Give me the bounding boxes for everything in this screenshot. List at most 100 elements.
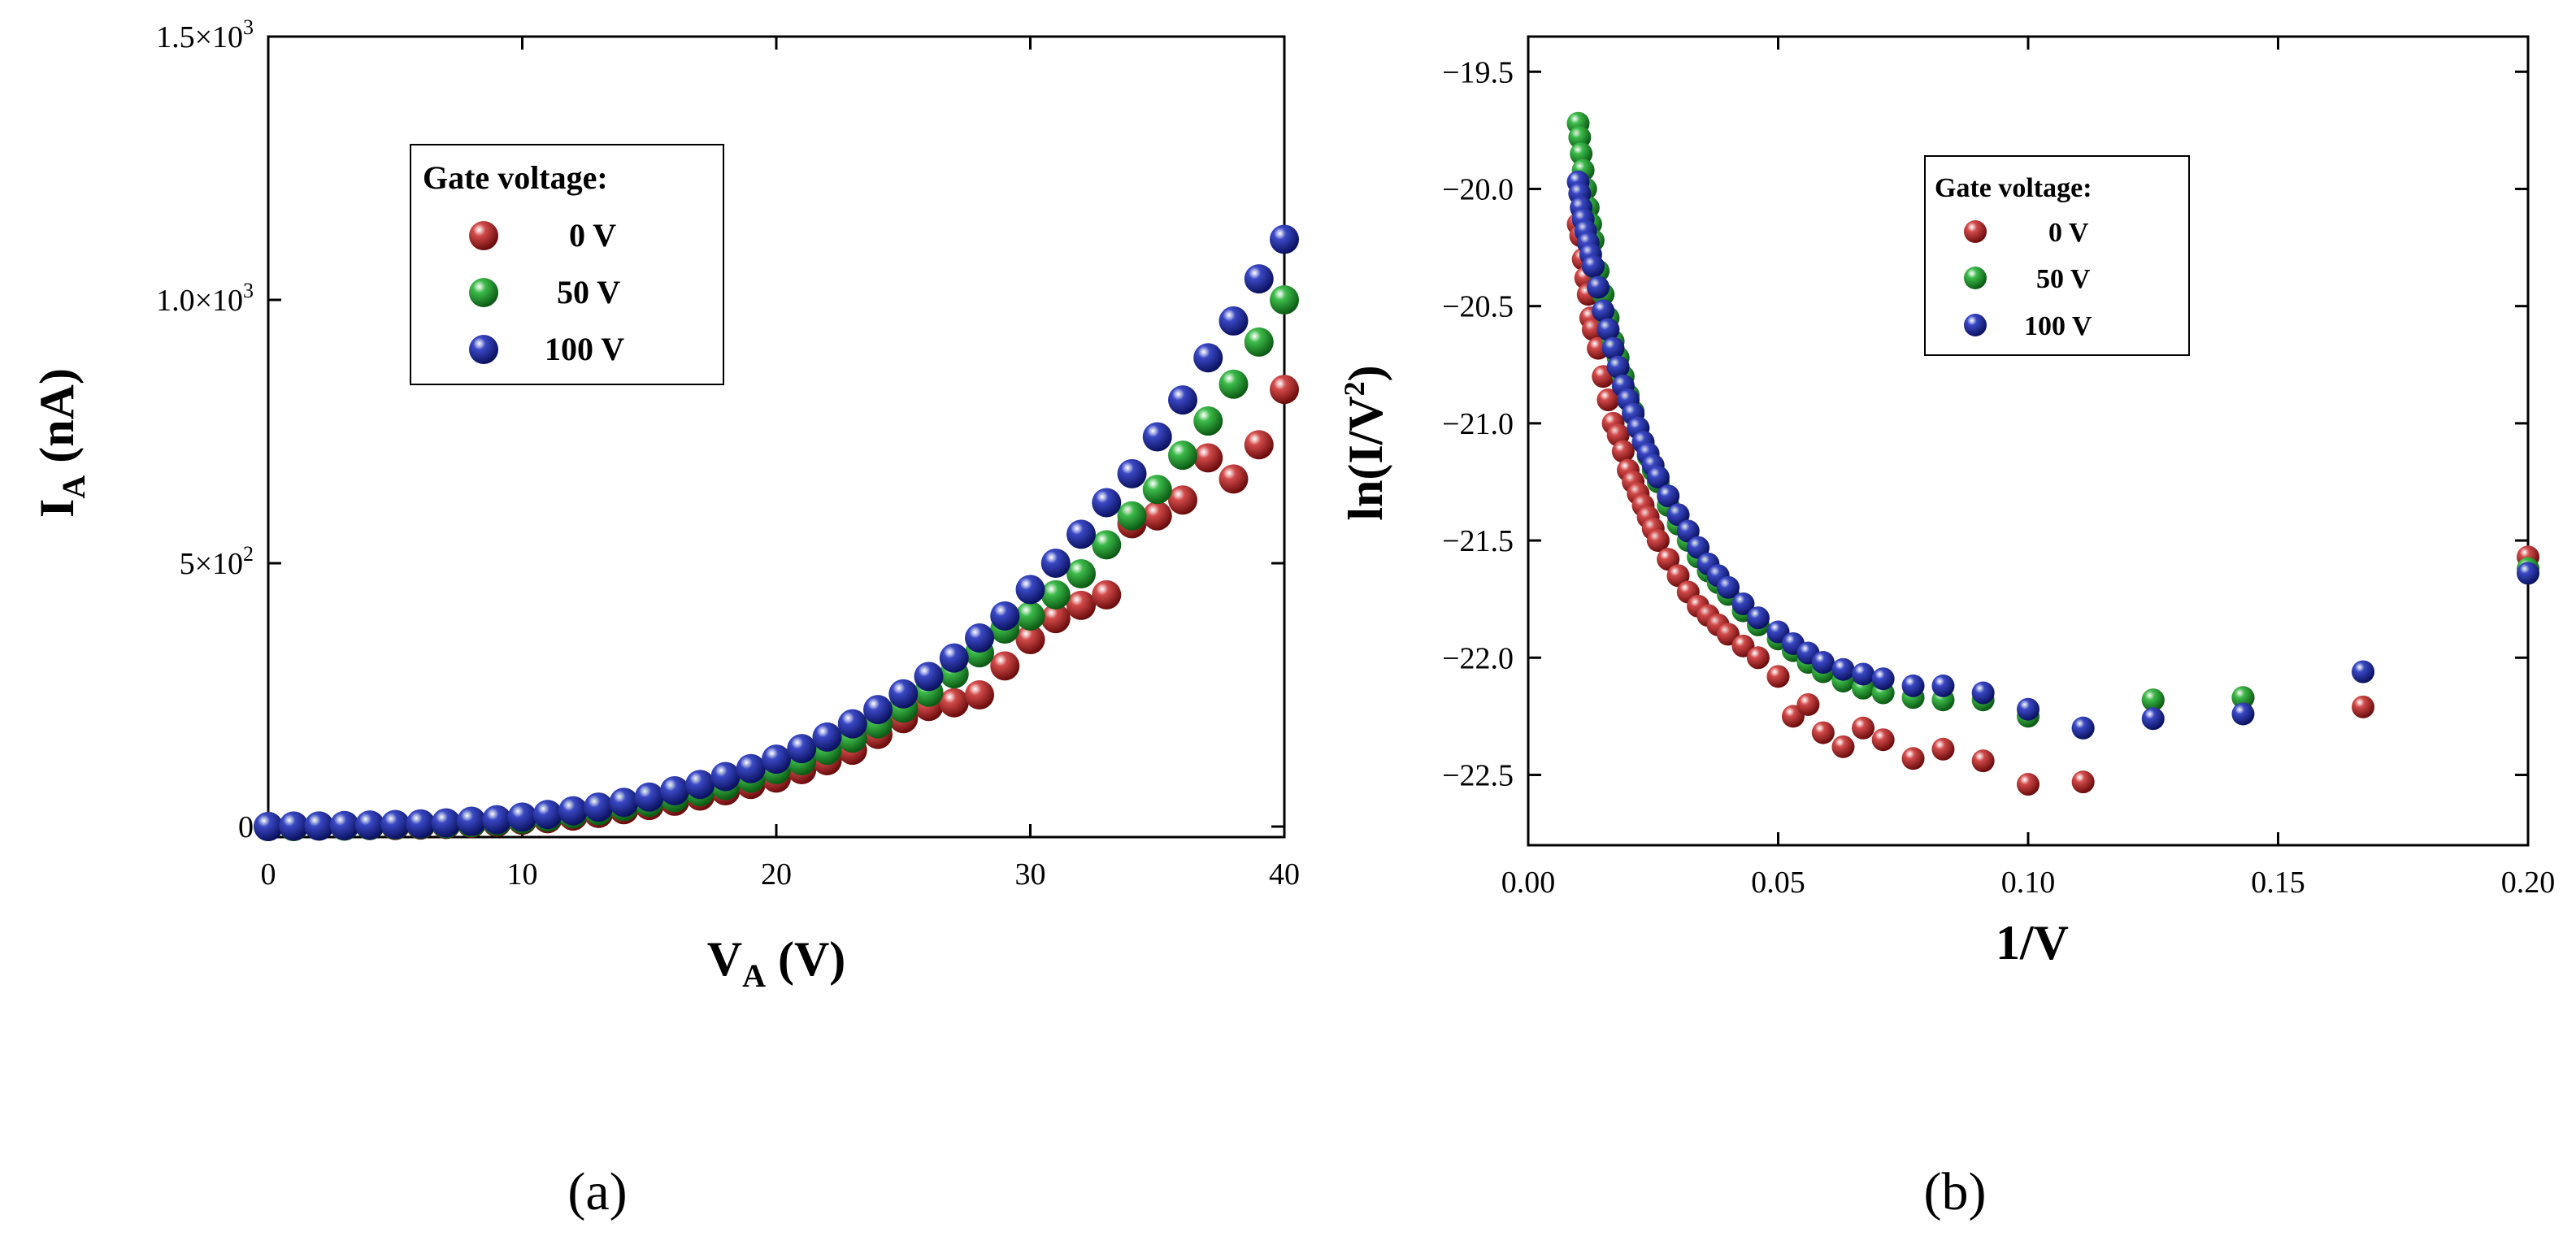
panel-b-ylabel: ln(I/V2): [1338, 365, 1392, 520]
panel-a-legend-marker-50v: [469, 278, 498, 307]
panel-b-y-tick-label: −19.5: [1442, 55, 1514, 89]
panel-b-point-0v: [2017, 773, 2040, 796]
panel-a-point-100v: [304, 811, 334, 841]
panel-b-point-100v: [1587, 276, 1610, 299]
panel-b-point-0v: [2071, 770, 2095, 794]
panel-a-point-100v: [1117, 458, 1147, 488]
panel-b-point-100v: [2231, 702, 2255, 726]
panel-a-points: [254, 224, 1299, 842]
panel-a-point-100v: [965, 623, 994, 653]
panel-a-point-100v: [507, 802, 537, 832]
panel-b-y-tick-label: −22.5: [1442, 758, 1514, 792]
panel-a-legend-title: Gate voltage:: [423, 159, 608, 196]
panel-b-point-100v: [1606, 355, 1630, 379]
panel-b-point-100v: [1931, 674, 1955, 697]
panel-b-y-tick-label: −21.0: [1442, 407, 1514, 441]
panel-a-y-tick-label: 0: [238, 810, 254, 844]
panel-b-point-0v: [1811, 721, 1835, 744]
panel-a-point-50v: [1066, 558, 1096, 588]
panel-a-legend-marker-0v: [469, 221, 498, 250]
panel-a-point-100v: [558, 796, 588, 826]
panel-a-point-100v: [736, 753, 766, 783]
panel-b-point-0v: [1646, 529, 1670, 553]
panel-a-point-50v: [1117, 501, 1147, 531]
panel-a-point-0v: [1193, 443, 1223, 473]
panel-b-point-0v: [1657, 548, 1680, 571]
panel-a-x-tick-label: 10: [507, 857, 538, 892]
panel-b-y-tick-label: −21.5: [1442, 524, 1514, 558]
panel-a-x-tick-label: 30: [1015, 857, 1046, 892]
panel-a-point-0v: [1168, 485, 1197, 515]
panel-b-point-0v: [1871, 728, 1895, 752]
panel-b-point-100v: [1646, 466, 1670, 489]
panel-b-y-tick-label: −20.5: [1442, 290, 1514, 324]
panel-b-point-100v: [1971, 681, 1995, 705]
panel-a-x-tick-label: 40: [1269, 857, 1300, 892]
panel-b-legend-box: [1924, 155, 2190, 356]
panel-b-x-tick-label: 0.20: [2501, 866, 2556, 900]
panel-a-point-100v: [863, 695, 893, 725]
panel-b-point-0v: [2352, 695, 2375, 718]
panel-b-point-0v: [1931, 737, 1955, 761]
panel-b-point-100v: [1871, 667, 1895, 691]
panel-b-legend-title: Gate voltage:: [1935, 173, 2092, 203]
panel-a-x-tick-label: 20: [761, 857, 792, 892]
panel-a-point-100v: [1015, 575, 1045, 605]
panel-b-point-50v: [2231, 686, 2255, 709]
panel-b-legend-label-100v: 100 V: [2024, 311, 2092, 341]
panel-a-point-0v: [1270, 375, 1299, 405]
panel-a-point-50v: [1218, 369, 1249, 399]
panel-a-point-100v: [1066, 519, 1096, 549]
panel-b-point-100v: [1676, 519, 1700, 543]
panel-a-point-100v: [1040, 549, 1071, 579]
panel-b-legend-marker-50v: [1964, 267, 1987, 289]
panel-a-point-100v: [329, 810, 359, 840]
panel-b-point-100v: [1731, 592, 1755, 615]
panel-a-point-100v: [380, 809, 411, 840]
panel-b-point-100v: [1746, 606, 1770, 630]
panel-a-legend-box: [410, 144, 724, 385]
panel-a-point-50v: [1270, 285, 1299, 315]
panel-a-point-100v: [888, 679, 919, 709]
panel-a-point-100v: [710, 762, 741, 792]
panel-a-point-100v: [634, 782, 664, 812]
panel-a-point-100v: [254, 812, 283, 842]
panel-a-point-100v: [1092, 488, 1122, 518]
panel-a-xlabel: VA (V): [707, 932, 846, 994]
panel-b-legend-marker-0v: [1964, 220, 1987, 243]
panel-a-point-100v: [762, 744, 791, 775]
panel-b-point-100v: [1596, 318, 1620, 341]
panel-a-point-0v: [990, 651, 1020, 681]
panel-b-x-tick-label: 0.05: [1751, 866, 1805, 900]
panel-a-point-100v: [837, 709, 867, 739]
panel-a-point-100v: [482, 805, 512, 835]
panel-a-point-100v: [279, 811, 309, 841]
panel-b-xlabel: 1/V: [1996, 916, 2069, 970]
panel-a-point-100v: [914, 662, 944, 692]
panel-a-point-100v: [355, 810, 384, 840]
panel-a-legend-label-100v: 100 V: [545, 331, 624, 367]
panel-b-ticks: 0.00 0.05 0.10 0.15 0.20 −19.5 −20.0 −20.5 −21.0…: [1442, 37, 2555, 900]
panel-b-point-100v: [2017, 697, 2040, 721]
panel-b-x-tick-label: 0.10: [2001, 866, 2056, 900]
panel-a-point-0v: [1244, 430, 1274, 460]
panel-a-point-100v: [990, 601, 1020, 631]
panel-b-point-100v: [1687, 536, 1710, 559]
panel-b-point-100v: [1811, 651, 1835, 675]
panel-b-x-tick-label: 0.15: [2251, 866, 2305, 900]
panel-b-point-0v: [1766, 665, 1790, 688]
panel-b-point-100v: [1852, 662, 1875, 686]
panel-a-point-100v: [584, 792, 614, 822]
panel-a-point-0v: [1066, 590, 1096, 620]
panel-b-point-100v: [1901, 674, 1925, 697]
panel-a-point-100v: [609, 788, 639, 818]
panel-a-point-100v: [1142, 422, 1172, 452]
panel-a-point-50v: [1168, 440, 1197, 471]
panel-b-point-100v: [1657, 484, 1680, 508]
panel-b-point-100v: [2352, 660, 2375, 683]
panel-a-caption: (a): [567, 1162, 627, 1221]
panel-a-point-100v: [1193, 343, 1223, 373]
panel-b-point-0v: [1796, 692, 1820, 716]
panel-a-y-tick-label: 1.5×103: [156, 15, 254, 54]
